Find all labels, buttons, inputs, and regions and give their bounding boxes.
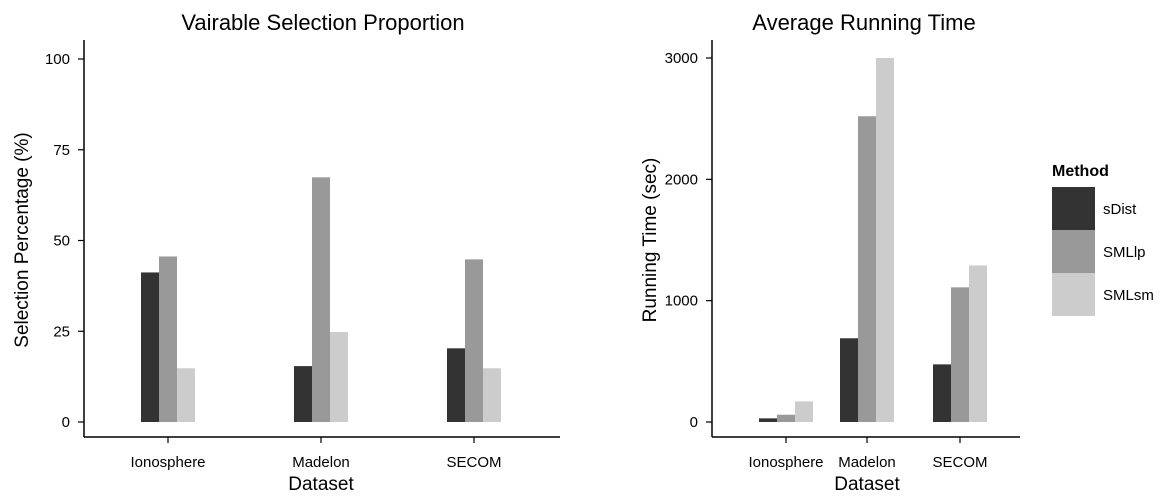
bar-smlsm-ionosphere xyxy=(795,401,813,422)
x-tick-label: SECOM xyxy=(932,454,987,471)
y-tick-label: 0 xyxy=(62,414,70,431)
legend-title: Method xyxy=(1052,163,1109,180)
chart-title: Vairable Selection Proportion xyxy=(181,10,464,35)
bar-sdist-madelon xyxy=(294,366,312,422)
y-axis-label: Selection Percentage (%) xyxy=(12,132,33,347)
y-tick-label: 25 xyxy=(53,323,70,340)
bar-smlsm-secom xyxy=(483,368,501,422)
bar-sdist-madelon xyxy=(840,338,858,422)
x-tick-label: Ionosphere xyxy=(130,454,205,471)
x-tick-label: SECOM xyxy=(446,454,501,471)
x-tick-label: Madelon xyxy=(838,454,896,471)
bar-sdist-ionosphere xyxy=(759,418,777,422)
bar-smlsm-madelon xyxy=(330,331,348,422)
chart-title: Average Running Time xyxy=(752,10,975,35)
x-tick-label: Madelon xyxy=(292,454,350,471)
y-tick-label: 75 xyxy=(53,142,70,159)
legend: Method sDist SMLlp SMLsm xyxy=(1052,163,1154,316)
bar-smlsm-secom xyxy=(969,265,987,422)
bar-sdist-secom xyxy=(933,364,951,422)
legend-swatch-sdist xyxy=(1052,187,1095,230)
legend-swatch-smlsm xyxy=(1052,273,1095,316)
y-axis-label: Running Time (sec) xyxy=(640,158,661,323)
bar-smllp-madelon xyxy=(312,177,330,422)
bar-smllp-madelon xyxy=(858,116,876,423)
bar-smllp-secom xyxy=(951,287,969,422)
bar-sdist-secom xyxy=(447,348,465,422)
bar-smllp-secom xyxy=(465,259,483,422)
y-tick-label: 3000 xyxy=(665,50,698,67)
legend-label-smlsm: SMLsm xyxy=(1103,287,1154,304)
y-tick-label: 2000 xyxy=(665,171,698,188)
x-tick-label: Ionosphere xyxy=(748,454,823,471)
bar-smlsm-ionosphere xyxy=(177,368,195,422)
legend-label-smllp: SMLlp xyxy=(1103,244,1146,261)
legend-swatch-smllp xyxy=(1052,230,1095,273)
y-tick-label: 1000 xyxy=(665,293,698,310)
y-tick-label: 0 xyxy=(690,414,698,431)
bar-smlsm-madelon xyxy=(876,58,894,422)
bar-smllp-ionosphere xyxy=(159,256,177,422)
x-axis-label: Dataset xyxy=(288,474,354,495)
running-time-chart: Average Running Time Running Time (sec) … xyxy=(640,10,1020,495)
selection-proportion-chart: Vairable Selection Proportion Selection … xyxy=(12,10,560,495)
y-tick-label: 100 xyxy=(45,51,70,68)
legend-label-sdist: sDist xyxy=(1103,201,1137,218)
bar-sdist-ionosphere xyxy=(141,272,159,422)
y-tick-label: 50 xyxy=(53,233,70,250)
x-axis-label: Dataset xyxy=(834,474,900,495)
bar-smllp-ionosphere xyxy=(777,414,795,422)
